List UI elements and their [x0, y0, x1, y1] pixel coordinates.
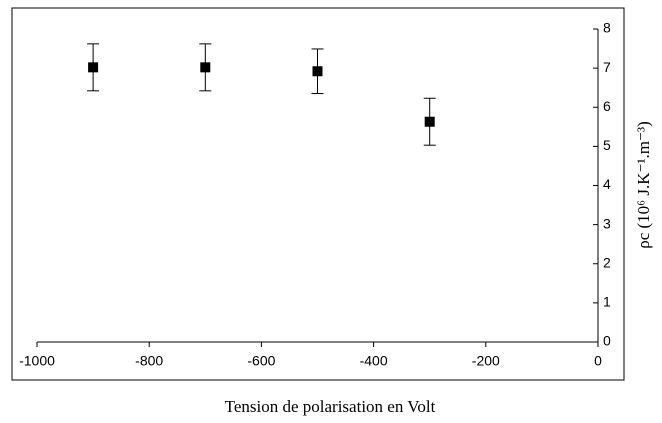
- y-tick-label: 3: [603, 215, 611, 231]
- marker: [200, 62, 211, 73]
- marker: [312, 66, 323, 77]
- x-tick-label: -200: [472, 353, 500, 369]
- y-tick-label: 8: [603, 20, 611, 36]
- y-tick-label: 2: [603, 254, 611, 270]
- marker: [424, 116, 435, 127]
- y-axis-label: ρc (10⁶ J.K⁻¹.m⁻³): [634, 121, 653, 249]
- x-tick-label: 0: [594, 353, 602, 369]
- x-tick-label: -600: [247, 353, 275, 369]
- y-tick-label: 6: [603, 98, 611, 114]
- x-tick-label: -1000: [19, 353, 55, 369]
- y-tick-label: 1: [603, 294, 611, 310]
- y-tick-label: 0: [603, 333, 611, 349]
- x-tick-label: -400: [360, 353, 388, 369]
- y-tick-label: 5: [603, 137, 611, 153]
- y-tick-label: 7: [603, 59, 611, 75]
- x-tick-label: -800: [135, 353, 163, 369]
- marker: [88, 62, 99, 73]
- chart-frame: [11, 7, 625, 381]
- y-tick-label: 4: [603, 176, 611, 192]
- x-axis-label: Tension de polarisation en Volt: [225, 397, 436, 416]
